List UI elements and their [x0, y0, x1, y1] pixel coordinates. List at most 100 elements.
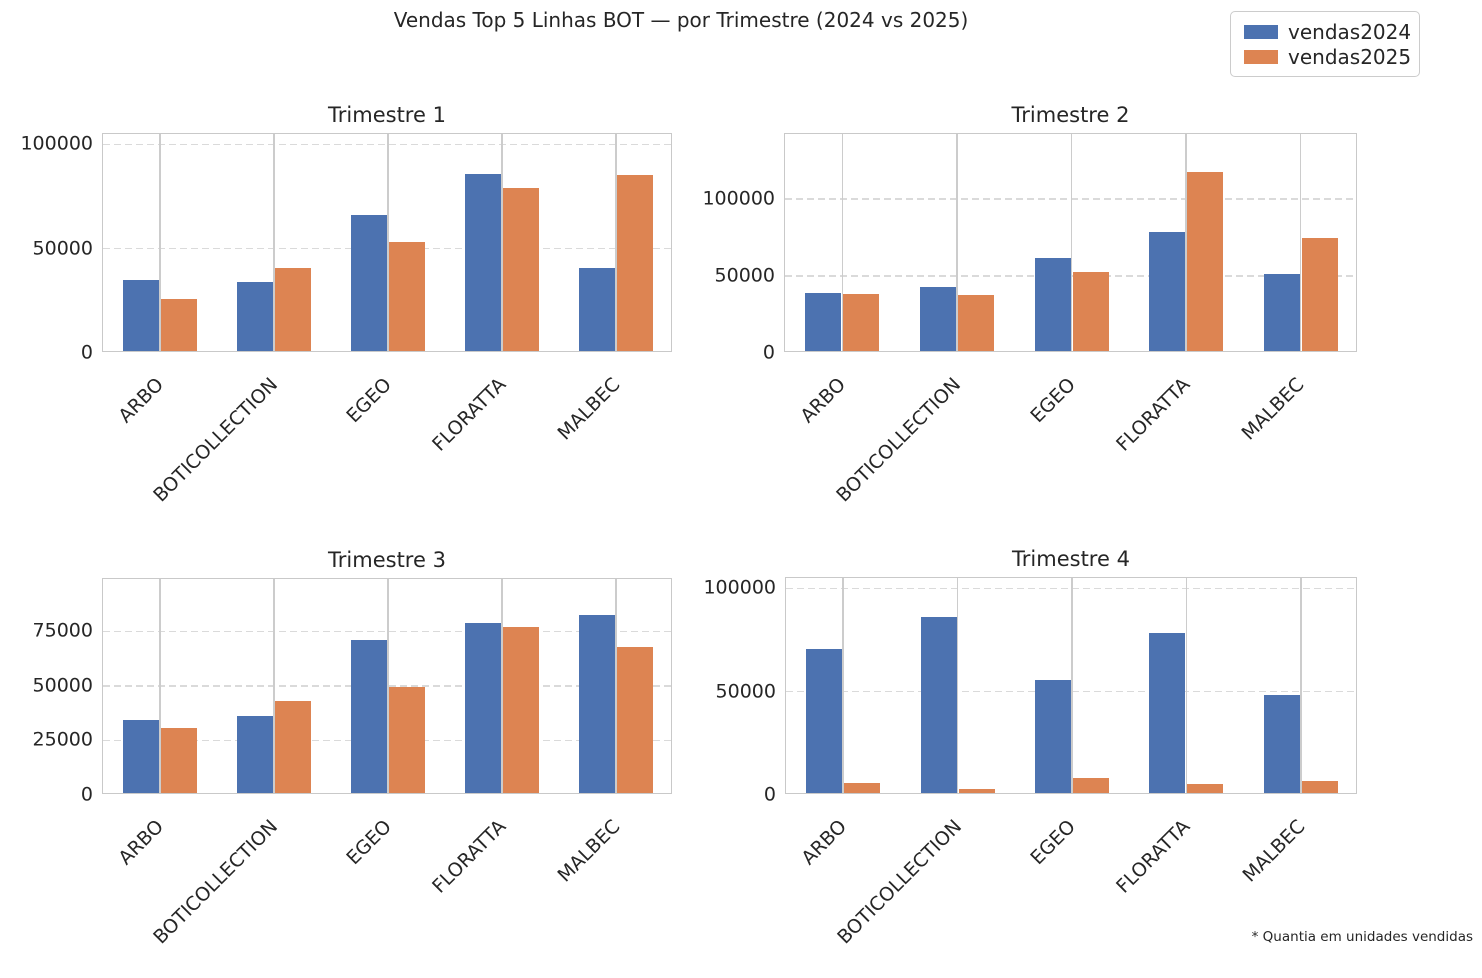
- bar-vendas2024-boticollection: [237, 282, 273, 351]
- x-tick-text: ARBO: [114, 373, 169, 428]
- bar-vendas2025-arbo: [161, 298, 197, 351]
- y-tick-label: 0: [763, 783, 776, 806]
- bar-vendas2024-egeo: [351, 640, 387, 793]
- bar-vendas2024-floratta: [465, 622, 501, 793]
- bar-vendas2025-arbo: [843, 293, 880, 351]
- bar-vendas2025-malbec: [1301, 238, 1338, 351]
- x-tick-text: BOTICOLLECTION: [832, 373, 966, 507]
- gridline-y-25000: [103, 739, 671, 742]
- bar-vendas2024-boticollection: [919, 287, 956, 351]
- bar-vendas2024-boticollection: [237, 715, 273, 793]
- gridline-x-malbec: [615, 134, 617, 351]
- bar-vendas2024-arbo: [123, 719, 159, 793]
- gridline-y-50000: [103, 247, 671, 250]
- x-tick-text: FLORATTA: [1112, 373, 1195, 456]
- y-tick-label: 50000: [32, 674, 93, 697]
- y-tick-label: 100000: [20, 132, 93, 155]
- x-tick-text: FLORATTA: [428, 373, 511, 456]
- x-tick-text: BOTICOLLECTION: [149, 373, 283, 507]
- gridline-x-egeo: [387, 134, 389, 351]
- gridline-y-50000: [103, 685, 671, 687]
- bar-vendas2025-arbo: [844, 782, 881, 793]
- y-tick-label: 50000: [714, 264, 775, 287]
- gridline-x-arbo: [159, 579, 161, 793]
- gridline-x-arbo: [842, 578, 844, 793]
- gridline-x-boticollection: [273, 134, 275, 351]
- bar-vendas2024-floratta: [465, 173, 501, 351]
- bar-vendas2025-floratta: [1187, 783, 1224, 793]
- legend-item-vendas2025: vendas2025: [1231, 44, 1419, 69]
- subplot-trimestre-1: Trimestre 1 0 50000 100000 ARBO BOTICOLLECTI…: [20, 103, 672, 506]
- bar-vendas2024-arbo: [805, 293, 842, 351]
- gridline-y-100000: [103, 143, 671, 146]
- x-tick-text: FLORATTA: [1112, 815, 1195, 898]
- bar-vendas2024-arbo: [806, 649, 843, 793]
- gridline-x-floratta: [501, 579, 503, 793]
- x-tick-text: EGEO: [342, 815, 397, 870]
- subplot-title: Trimestre 2: [1011, 103, 1130, 127]
- y-tick-label: 25000: [32, 728, 93, 751]
- gridline-x-egeo: [1070, 134, 1073, 351]
- bar-vendas2024-arbo: [123, 280, 159, 351]
- y-tick-label: 75000: [32, 619, 93, 642]
- subplot-trimestre-4: Trimestre 4 0 50000 100000 ARBO BOTICOLLECTI…: [703, 547, 1357, 948]
- y-tick-label: 100000: [703, 576, 776, 599]
- bar-vendas2025-malbec: [617, 174, 653, 351]
- bar-vendas2024-boticollection: [920, 617, 957, 793]
- bar-vendas2024-egeo: [1035, 680, 1071, 793]
- x-tick-text: EGEO: [342, 373, 397, 428]
- gridline-y-100000: [786, 587, 1356, 590]
- legend-label: vendas2024: [1288, 19, 1412, 44]
- y-tick-label: 0: [80, 783, 93, 806]
- gridline-y-50000: [785, 275, 1356, 277]
- bar-vendas2025-floratta: [503, 627, 539, 793]
- gridline-x-arbo: [841, 134, 844, 351]
- bar-vendas2024-malbec: [1263, 694, 1300, 793]
- y-tick-label: 0: [80, 341, 93, 364]
- bar-vendas2024-floratta: [1149, 232, 1186, 351]
- legend: vendas2024 vendas2025: [1230, 11, 1420, 77]
- gridline-y-50000: [786, 690, 1356, 693]
- bar-vendas2025-egeo: [1073, 777, 1109, 793]
- bar-vendas2025-boticollection: [957, 295, 994, 351]
- x-tick-text: ARBO: [114, 815, 169, 870]
- x-tick-text: MALBEC: [1238, 815, 1309, 887]
- legend-label: vendas2025: [1288, 44, 1412, 69]
- x-tick-text: ARBO: [796, 373, 851, 428]
- x-tick-text: MALBEC: [553, 373, 625, 445]
- bar-vendas2025-boticollection: [958, 788, 995, 793]
- subplot-trimestre-2: Trimestre 2 0 50000 100000 ARBO BOTICOLLECTI…: [702, 103, 1357, 506]
- bar-vendas2025-egeo: [1072, 271, 1109, 351]
- gridline-x-floratta: [1185, 578, 1188, 793]
- subplot-title: Trimestre 3: [328, 548, 446, 572]
- bar-vendas2024-floratta: [1149, 632, 1186, 793]
- gridline-y-100000: [785, 198, 1356, 200]
- bar-vendas2025-egeo: [389, 687, 425, 793]
- bar-vendas2025-malbec: [1301, 780, 1338, 793]
- x-tick-text: EGEO: [1026, 815, 1081, 870]
- x-tick-text: BOTICOLLECTION: [149, 815, 283, 949]
- gridline-x-egeo: [1071, 578, 1073, 793]
- gridline-y-75000: [103, 630, 671, 633]
- x-tick-text: MALBEC: [1237, 373, 1309, 445]
- gridline-x-arbo: [159, 134, 161, 351]
- footnote: * Quantia em unidades vendidas: [1251, 929, 1473, 945]
- subplot-title: Trimestre 4: [1012, 547, 1130, 571]
- gridline-x-floratta: [1185, 134, 1187, 351]
- bar-vendas2025-boticollection: [275, 267, 311, 351]
- subplot-trimestre-3: Trimestre 3 0 25000 50000 75000 ARBO BOTICOLL…: [33, 548, 672, 948]
- y-tick-label: 100000: [702, 187, 775, 210]
- x-tick-text: ARBO: [797, 815, 852, 870]
- bar-vendas2025-arbo: [161, 727, 197, 793]
- gridline-x-boticollection: [956, 134, 958, 351]
- legend-swatch-vendas2025: [1244, 49, 1278, 64]
- y-tick-label: 0: [762, 341, 775, 364]
- legend-item-vendas2024: vendas2024: [1231, 19, 1419, 44]
- figure-title: Vendas Top 5 Linhas BOT — por Trimestre …: [393, 8, 969, 32]
- bar-vendas2024-egeo: [351, 215, 387, 351]
- bar-vendas2025-boticollection: [275, 701, 311, 793]
- x-tick-text: EGEO: [1026, 373, 1080, 428]
- bar-vendas2025-floratta: [1187, 172, 1224, 351]
- bar-vendas2024-egeo: [1034, 258, 1071, 351]
